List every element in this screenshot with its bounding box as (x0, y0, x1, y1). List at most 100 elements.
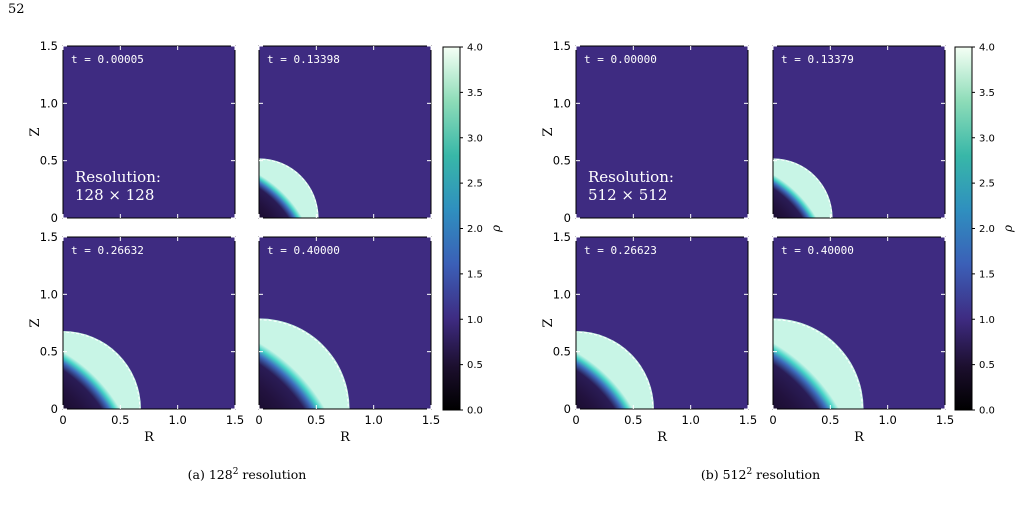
colorbar-label: ρ (1001, 225, 1015, 233)
x-tick-label: 0 (59, 413, 66, 427)
shock-front (576, 331, 654, 409)
y-tick-label: 0 (564, 402, 571, 416)
colorbar-tick-label: 4.0 (467, 43, 483, 54)
shock-front (259, 318, 350, 409)
panel-frame (258, 236, 432, 410)
colorbar-tick-label: 0.5 (467, 360, 483, 371)
panel-time-label: t = 0.26632 (71, 244, 144, 257)
panel-background (576, 46, 748, 218)
y-tick-label: 1.5 (553, 39, 571, 53)
y-tick-label: 0.5 (553, 154, 571, 168)
shock-front (63, 331, 141, 409)
resolution-annotation: 128 × 128 (75, 186, 154, 204)
y-tick-label: 1.5 (553, 230, 571, 244)
panel-frame (62, 45, 236, 219)
x-tick-label: 1.5 (739, 413, 757, 427)
figure-caption: (a) 1282 resolution (188, 467, 307, 482)
panel: t = 0.00000 Resolution:512 × 512 0 0.5 1.0 1.… (541, 39, 749, 225)
panel-time-label: t = 0.26623 (584, 244, 657, 257)
colorbar-tick-label: 3.5 (979, 88, 995, 99)
colorbar-tick-label: 4.0 (979, 43, 995, 54)
x-tick-label: 1.5 (226, 413, 244, 427)
panel-time-label: t = 0.00000 (584, 53, 657, 66)
y-tick-label: 0.5 (40, 154, 58, 168)
panel: t = 0.26623 0 0.5 1.0 1.5 Z 0 0.5 1.0 1.5 R (541, 230, 757, 445)
colorbar-gradient (442, 46, 461, 411)
colorbar-tick-label: 3.0 (979, 133, 995, 144)
x-axis-label: R (340, 430, 351, 445)
colorbar-gradient (954, 46, 973, 411)
x-tick-label: 1.0 (365, 413, 383, 427)
y-tick-label: 1.0 (553, 287, 571, 301)
x-axis-label: R (144, 430, 155, 445)
x-tick-label: 0 (769, 413, 776, 427)
panel-time-label: t = 0.00005 (71, 53, 144, 66)
y-tick-label: 0 (564, 211, 571, 225)
panel-time-label: t = 0.13379 (781, 53, 854, 66)
figure-group-a: t = 0.00005 Resolution:128 × 128 0 0.5 1.0 1.… (28, 39, 503, 482)
resolution-annotation: 512 × 512 (588, 186, 667, 204)
y-tick-label: 0.5 (40, 345, 58, 359)
panel-frame (772, 45, 946, 219)
shock-front (259, 158, 319, 218)
figure-group-b: t = 0.00000 Resolution:512 × 512 0 0.5 1.0 1.… (541, 39, 1015, 482)
colorbar-label: ρ (489, 225, 503, 233)
resolution-annotation: Resolution: (75, 168, 161, 186)
x-tick-label: 1.5 (422, 413, 440, 427)
figure-caption: (b) 5122 resolution (701, 467, 820, 482)
y-tick-label: 0.5 (553, 345, 571, 359)
y-tick-label: 1.0 (553, 96, 571, 110)
panel-frame (575, 45, 749, 219)
y-tick-label: 1.5 (40, 230, 58, 244)
colorbar-tick-label: 1.0 (467, 315, 483, 326)
colorbar-tick-label: 3.0 (467, 133, 483, 144)
panel-time-label: t = 0.40000 (781, 244, 854, 257)
x-tick-label: 0 (572, 413, 579, 427)
colorbar-tick-label: 1.0 (979, 315, 995, 326)
panel-frame (62, 236, 236, 410)
colorbar-tick-label: 0.0 (979, 406, 995, 417)
y-tick-label: 0 (51, 402, 58, 416)
colorbar-tick-label: 1.5 (467, 269, 483, 280)
colorbar-tick-label: 2.0 (467, 224, 483, 235)
colorbar-tick-label: 0.0 (467, 406, 483, 417)
x-tick-label: 1.0 (169, 413, 187, 427)
page-number: 52 (8, 2, 25, 17)
panel-background (63, 46, 235, 218)
panel: t = 0.00005 Resolution:128 × 128 0 0.5 1.0 1.… (28, 39, 236, 225)
panel: t = 0.26632 0 0.5 1.0 1.5 Z 0 0.5 1.0 1.5 R (28, 230, 244, 445)
y-tick-label: 1.0 (40, 96, 58, 110)
colorbar-tick-label: 2.5 (467, 179, 483, 190)
x-tick-label: 1.0 (879, 413, 897, 427)
x-tick-label: 0.5 (821, 413, 839, 427)
x-axis-label: R (657, 430, 668, 445)
shock-front (773, 318, 864, 409)
colorbar-tick-label: 1.5 (979, 269, 995, 280)
panel-time-label: t = 0.13398 (267, 53, 340, 66)
y-tick-label: 0 (51, 211, 58, 225)
resolution-annotation: Resolution: (588, 168, 674, 186)
x-tick-label: 0.5 (111, 413, 129, 427)
panel-frame (575, 236, 749, 410)
panel-frame (258, 45, 432, 219)
y-axis-label: Z (28, 318, 43, 327)
y-axis-label: Z (28, 127, 43, 136)
colorbar-tick-label: 2.0 (979, 224, 995, 235)
colorbar-tick-label: 0.5 (979, 360, 995, 371)
colorbar-tick-label: 2.5 (979, 179, 995, 190)
colorbar-tick-label: 3.5 (467, 88, 483, 99)
colorbar: 0.0 0.5 1.0 1.5 2.0 2.5 3.0 3.5 4.0 ρ (442, 43, 503, 417)
y-tick-label: 1.0 (40, 287, 58, 301)
shock-front (773, 158, 833, 218)
panel-frame (772, 236, 946, 410)
x-tick-label: 0.5 (624, 413, 642, 427)
x-tick-label: 1.5 (936, 413, 954, 427)
x-tick-label: 1.0 (682, 413, 700, 427)
colorbar: 0.0 0.5 1.0 1.5 2.0 2.5 3.0 3.5 4.0 ρ (954, 43, 1015, 417)
x-axis-label: R (854, 430, 865, 445)
y-axis-label: Z (541, 318, 556, 327)
y-tick-label: 1.5 (40, 39, 58, 53)
panel-time-label: t = 0.40000 (267, 244, 340, 257)
panel: t = 0.40000 0 0.5 1.0 1.5 R (255, 236, 440, 445)
